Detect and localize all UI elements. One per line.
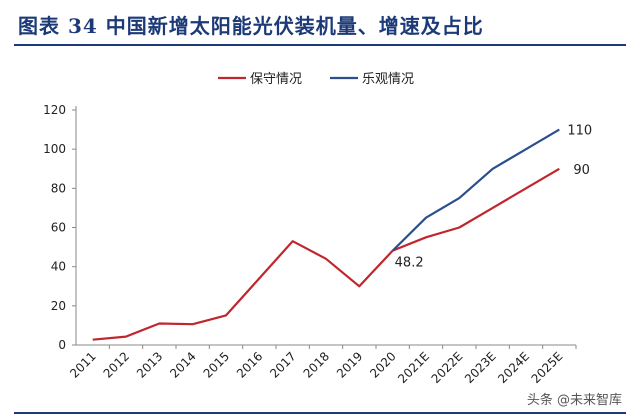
x-tick-label: 2021E bbox=[395, 349, 432, 386]
x-tick-label: 2013 bbox=[134, 349, 165, 380]
x-tick-label: 2016 bbox=[234, 349, 265, 380]
legend-label-conservative: 保守情况 bbox=[250, 72, 302, 87]
x-tick-label: 2011 bbox=[67, 349, 98, 380]
data-label: 90 bbox=[573, 163, 590, 178]
x-tick-label: 2018 bbox=[301, 349, 332, 380]
y-tick-label: 100 bbox=[43, 142, 66, 156]
x-tick-label: 2014 bbox=[167, 349, 198, 380]
data-label: 48.2 bbox=[395, 256, 424, 271]
watermark: 头条 @未来智库 bbox=[524, 389, 624, 408]
x-tick-label: 2024E bbox=[495, 349, 532, 386]
y-tick-label: 60 bbox=[51, 221, 66, 235]
x-tick-label: 2017 bbox=[267, 349, 298, 380]
series-line-optimistic bbox=[391, 128, 560, 252]
x-tick-label: 2025E bbox=[529, 349, 566, 386]
x-tick-label: 2022E bbox=[429, 349, 466, 386]
series-line-conservative bbox=[92, 167, 560, 341]
y-tick-label: 20 bbox=[51, 299, 66, 313]
data-label: 110 bbox=[567, 124, 592, 139]
bottom-divider bbox=[14, 412, 626, 414]
y-tick-label: 0 bbox=[58, 338, 66, 352]
legend-label-optimistic: 乐观情况 bbox=[362, 72, 414, 87]
x-tick-label: 2015 bbox=[201, 349, 232, 380]
x-tick-label: 2023E bbox=[462, 349, 499, 386]
chart-title: 图表 34 中国新增太阳能光伏装机量、增速及占比 bbox=[18, 14, 484, 38]
y-tick-label: 40 bbox=[51, 260, 66, 274]
x-tick-label: 2019 bbox=[334, 349, 365, 380]
y-tick-label: 80 bbox=[51, 181, 66, 195]
x-tick-label: 2012 bbox=[101, 349, 132, 380]
title-divider bbox=[14, 44, 626, 46]
y-tick-label: 120 bbox=[43, 103, 66, 117]
header: 图表 34 中国新增太阳能光伏装机量、增速及占比 bbox=[0, 0, 640, 46]
